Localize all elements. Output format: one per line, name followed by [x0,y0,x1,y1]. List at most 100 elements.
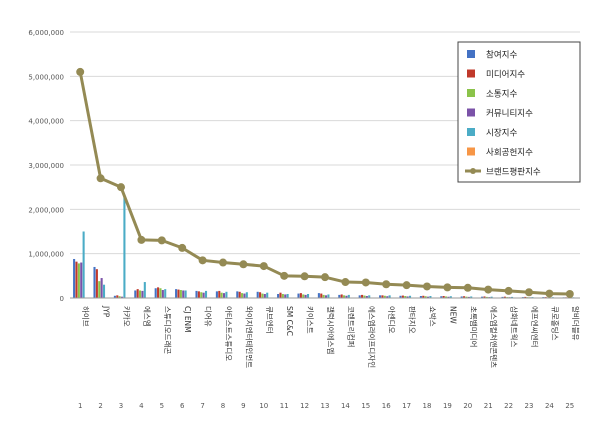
x-tick-label: NEW [448,306,457,324]
bar [159,288,161,298]
data-point [239,260,247,268]
legend-label: 참여지수 [486,50,517,61]
bar [284,294,286,298]
x-tick-label: JYP [102,305,111,318]
rank-label: 16 [382,402,391,410]
x-tick-label: 키이스트 [306,306,316,334]
bar [246,292,248,298]
bar [318,293,320,298]
legend-label: 사회공헌지수 [486,148,533,158]
rank-label: 4 [139,402,144,410]
bar [279,293,281,298]
bar-layer [73,196,574,298]
legend-label: 브랜드평판지수 [486,167,541,178]
rank-label: 12 [300,402,309,410]
data-point [321,273,329,281]
bar [257,292,259,298]
rank-label: 23 [525,402,534,410]
x-tick-label: 에스엠컬처앤콘텐츠 [489,306,499,368]
bar [175,289,177,298]
bar [259,292,261,298]
bar [264,294,266,298]
bar [225,292,227,298]
rank-label: 25 [565,402,574,410]
bar [73,259,75,298]
bar [261,294,263,298]
rank-label: 13 [321,402,330,410]
rank-label: 2 [98,402,102,410]
bar [223,293,225,298]
bar [101,278,103,298]
bar [203,293,205,298]
rank-label: 22 [504,402,513,410]
data-point [341,278,349,286]
bar [221,293,223,298]
data-point [423,282,431,290]
legend-label: 시장지수 [486,128,517,139]
legend-marker [470,168,476,174]
rank-label: 7 [200,402,204,410]
x-tick-label: 에스엠 [142,306,151,327]
bar [198,291,200,298]
bar [96,269,98,298]
bar [302,294,304,298]
legend-swatch [467,89,475,97]
bar [320,294,322,298]
legend-swatch [467,148,475,156]
data-point [301,272,309,280]
x-tick-label: 에프엔씨엔터 [530,306,540,347]
x-tick-label: 와이지엔터테인먼트 [244,306,254,368]
bar [300,293,302,298]
bar [341,294,343,298]
data-point [484,286,492,294]
x-tick-label: 판타지오 [408,306,417,334]
x-tick-label: 에스엠라이프디자인 [367,306,377,368]
bar [123,196,125,298]
y-tick-label: 2,000,000 [28,206,64,214]
bar [141,291,143,298]
bar [277,294,279,298]
bar [287,294,289,298]
data-point [97,174,105,182]
data-point [280,272,288,280]
x-tick-label: 아티스트스튜디오 [224,306,234,361]
y-tick-label: 1,000,000 [28,251,64,259]
legend-label: 소통지수 [486,90,517,100]
data-point [76,68,84,76]
x-tick-label: 하이브 [81,306,91,327]
rank-label: 3 [119,402,123,410]
rank-label: 20 [463,402,472,410]
x-tick-label: 알비더블유 [571,306,580,341]
x-tick-label: 코렌트리컴퍼 [346,306,356,347]
data-point [382,280,390,288]
bar [236,291,238,298]
bar [205,291,207,298]
bar [134,290,136,298]
bar [239,292,241,298]
data-point [545,290,553,298]
x-tick-label: 디어유 [204,306,214,327]
bar [185,290,187,298]
x-tick-label: CJ ENM [183,306,192,333]
y-tick-label: 0 [60,295,64,303]
bar [200,292,202,298]
bar [195,291,197,298]
rank-label: 17 [402,402,411,410]
bar [162,290,164,298]
bar [78,263,80,298]
bar [307,294,309,298]
bar [282,294,284,298]
x-tick-label: 큐로홀딩스 [550,306,560,341]
y-tick-label: 5,000,000 [28,73,64,81]
bar [83,232,85,299]
bar [75,262,77,298]
y-tick-label: 3,000,000 [28,162,64,170]
rank-label: 21 [484,402,493,410]
rank-label: 5 [160,402,164,410]
y-axis: 01,000,0002,000,0003,000,0004,000,0005,0… [28,29,64,303]
rank-label: 19 [443,402,452,410]
